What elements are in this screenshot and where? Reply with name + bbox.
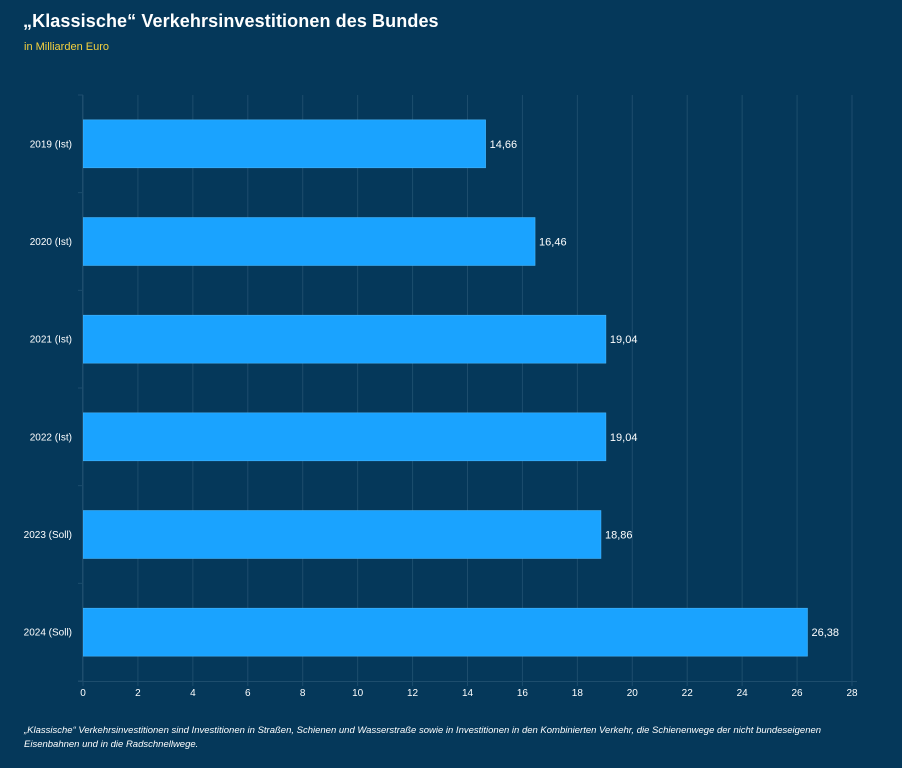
bar-4: [82, 510, 602, 559]
category-label-2: 2021 (Ist): [30, 335, 72, 346]
category-label-1: 2020 (Ist): [30, 237, 72, 248]
bar-2: [82, 314, 607, 364]
category-label-3: 2022 (Ist): [30, 432, 72, 443]
value-label-1: 16,46: [539, 237, 567, 249]
x-tick-label-3: 6: [245, 688, 251, 699]
chart-subtitle: in Milliarden Euro: [24, 41, 109, 53]
x-tick-label-11: 22: [682, 688, 694, 699]
gridlines: [82, 95, 853, 681]
value-label-5: 26,38: [812, 627, 840, 639]
x-tick-label-0: 0: [80, 688, 86, 699]
value-label-4: 18,86: [605, 530, 633, 542]
bars: 14,66 16,46 19,04 19,04 18,86 26,38: [82, 119, 840, 657]
value-label-2: 19,04: [610, 334, 638, 346]
x-tick-label-4: 8: [300, 688, 306, 699]
value-label-3: 19,04: [610, 432, 638, 444]
bar-5: [82, 607, 808, 657]
x-tick-label-9: 18: [572, 688, 584, 699]
category-label-4: 2023 (Soll): [24, 530, 72, 541]
x-tick-label-6: 12: [407, 688, 419, 699]
x-tick-label-8: 16: [517, 688, 529, 699]
bar-0: [82, 119, 486, 169]
x-tick-label-13: 26: [792, 688, 804, 699]
value-label-0: 14,66: [490, 139, 518, 151]
category-label-0: 2019 (Ist): [30, 139, 72, 150]
x-tick-label-14: 28: [846, 688, 858, 699]
x-tick-label-1: 2: [135, 688, 141, 699]
footnote: „Klassische“ Verkehrsinvestitionen sind …: [24, 725, 822, 750]
x-axis: 2019 (Ist) 2020 (Ist) 2021 (Ist) 2022 (Ist)…: [24, 94, 858, 699]
x-tick-label-7: 14: [462, 688, 474, 699]
category-label-5: 2024 (Soll): [24, 628, 72, 639]
x-tick-label-2: 4: [190, 688, 196, 699]
bar-3: [82, 412, 607, 462]
chart-title: „Klassische“ Verkehrsinvestitionen des B…: [23, 11, 439, 31]
bar-chart: 14,66 16,46 19,04 19,04 18,86 26,38 2019 (Ist…: [24, 94, 858, 699]
x-tick-label-10: 20: [627, 688, 639, 699]
bar-1: [82, 217, 536, 266]
x-tick-label-12: 24: [737, 688, 749, 699]
x-tick-label-5: 10: [352, 688, 364, 699]
